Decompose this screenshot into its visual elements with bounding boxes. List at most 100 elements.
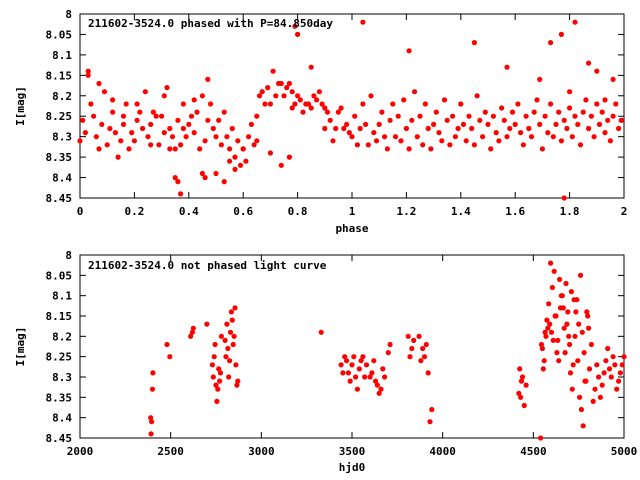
y-tick-label: 8.05 <box>46 269 73 282</box>
data-point <box>190 325 196 331</box>
data-point <box>267 101 273 107</box>
x-tick-label: 3500 <box>339 445 366 458</box>
data-point <box>572 113 578 119</box>
data-point <box>202 138 208 144</box>
data-point <box>231 333 237 339</box>
data-point <box>418 358 424 364</box>
data-point <box>561 117 567 123</box>
data-point <box>295 93 301 99</box>
x-tick-label: 2 <box>621 205 628 218</box>
data-point <box>199 93 205 99</box>
data-point <box>227 329 234 335</box>
data-point <box>539 345 546 352</box>
data-point <box>477 117 483 123</box>
y-axis-label: I[mag] <box>14 327 27 367</box>
data-point <box>570 362 576 368</box>
data-point <box>308 105 314 111</box>
data-point <box>150 109 156 115</box>
data-point <box>175 117 181 123</box>
data-point <box>365 142 371 148</box>
x-tick-label: 3000 <box>248 445 275 458</box>
data-point <box>338 105 344 111</box>
data-point <box>385 350 391 356</box>
data-point <box>575 358 581 364</box>
data-point <box>191 130 197 136</box>
data-point <box>292 23 298 29</box>
data-point <box>380 366 386 372</box>
data-point <box>161 130 167 136</box>
y-tick-label: 8.35 <box>46 151 73 164</box>
data-point <box>205 76 211 82</box>
data-point <box>436 130 442 136</box>
data-point <box>286 80 292 87</box>
data-point <box>226 374 232 380</box>
data-point <box>189 329 195 335</box>
data-point <box>221 109 227 115</box>
data-point <box>553 313 559 319</box>
data-point <box>180 125 186 132</box>
data-point <box>584 309 590 315</box>
data-point <box>621 354 627 360</box>
data-point <box>223 354 229 360</box>
data-point <box>504 134 510 140</box>
data-point <box>572 19 578 25</box>
data-point <box>363 121 369 127</box>
data-point <box>126 146 132 152</box>
data-point <box>202 175 208 181</box>
x-axis-label: phase <box>335 222 368 235</box>
data-point <box>528 134 535 140</box>
data-point <box>308 64 314 70</box>
data-point <box>490 113 496 119</box>
data-point <box>297 97 303 103</box>
data-point <box>421 354 428 360</box>
data-point <box>591 134 597 140</box>
data-point <box>597 394 604 400</box>
data-point <box>178 191 184 197</box>
data-point <box>131 138 137 144</box>
data-point <box>222 337 228 343</box>
data-point <box>392 134 399 140</box>
data-point <box>319 101 325 107</box>
data-point <box>550 337 556 343</box>
data-point <box>254 113 260 119</box>
data-point <box>270 68 276 74</box>
data-point <box>341 125 347 132</box>
data-point <box>458 101 464 107</box>
data-point <box>592 386 598 392</box>
data-point <box>240 146 246 152</box>
data-point <box>586 125 592 132</box>
y-tick-label: 8.45 <box>46 192 73 205</box>
data-point <box>204 321 210 327</box>
data-point <box>556 109 562 115</box>
data-point <box>590 398 596 404</box>
data-point <box>316 89 322 95</box>
data-point <box>422 101 428 107</box>
data-point <box>515 101 521 107</box>
phased-light-curve-plot: 0 0.2 0.4 0.6 0.8 1 1.2 1.4 1.6 1.8 2 8 8.05 8.1 8.15 8… <box>14 8 627 235</box>
data-point <box>429 406 435 413</box>
data-point <box>411 337 417 343</box>
data-point <box>167 354 173 360</box>
data-point <box>504 64 510 70</box>
data-point <box>480 134 486 140</box>
data-point <box>227 146 233 152</box>
x-tick-label: 1.8 <box>560 205 580 218</box>
data-point <box>205 117 211 123</box>
data-point <box>509 109 516 115</box>
data-point <box>115 154 121 160</box>
plot-title: 211602-3524.0 not phased light curve <box>88 259 327 272</box>
data-point <box>232 166 238 172</box>
x-tick-label: 1.6 <box>505 205 525 218</box>
data-point <box>289 89 295 95</box>
y-tick-label: 8.1 <box>52 290 72 303</box>
data-point <box>531 109 537 115</box>
data-point <box>599 109 605 115</box>
data-point <box>460 121 467 127</box>
data-point <box>560 305 566 311</box>
data-point <box>576 321 582 327</box>
data-point <box>346 130 352 136</box>
y-tick-label: 8.45 <box>46 432 73 445</box>
data-point <box>401 97 407 103</box>
x-tick-label: 1 <box>349 205 356 218</box>
